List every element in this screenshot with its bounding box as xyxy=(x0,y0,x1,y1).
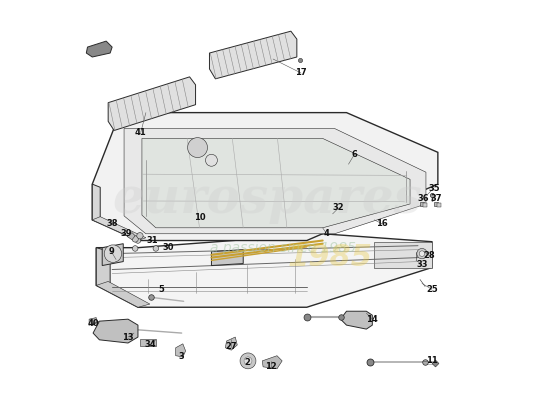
Text: 5: 5 xyxy=(159,285,165,294)
Circle shape xyxy=(104,245,122,262)
Polygon shape xyxy=(92,217,146,240)
Text: 40: 40 xyxy=(87,320,100,328)
Polygon shape xyxy=(92,184,100,223)
Text: 14: 14 xyxy=(366,315,378,324)
Polygon shape xyxy=(92,113,438,240)
Text: 13: 13 xyxy=(122,332,134,342)
Text: 39: 39 xyxy=(120,229,132,238)
Polygon shape xyxy=(142,138,410,228)
Polygon shape xyxy=(96,282,150,307)
Circle shape xyxy=(153,246,158,251)
Text: 32: 32 xyxy=(333,204,344,212)
Polygon shape xyxy=(124,128,426,234)
Circle shape xyxy=(188,138,207,158)
Polygon shape xyxy=(96,234,432,307)
Circle shape xyxy=(240,353,256,369)
Text: 33: 33 xyxy=(416,260,428,269)
Text: 28: 28 xyxy=(424,251,435,260)
Text: 25: 25 xyxy=(426,285,438,294)
Text: 11: 11 xyxy=(426,356,438,365)
Text: 38: 38 xyxy=(106,219,118,228)
Polygon shape xyxy=(102,244,123,266)
Circle shape xyxy=(419,251,425,256)
Text: 41: 41 xyxy=(135,128,147,137)
Text: eurospares: eurospares xyxy=(112,176,422,224)
Text: 10: 10 xyxy=(194,213,205,222)
Text: 4: 4 xyxy=(324,229,329,238)
Polygon shape xyxy=(210,31,297,79)
Text: 1985: 1985 xyxy=(288,243,373,272)
Text: a passion since 1985: a passion since 1985 xyxy=(210,241,356,255)
Polygon shape xyxy=(175,344,186,357)
Text: 34: 34 xyxy=(144,340,156,350)
Polygon shape xyxy=(262,356,282,369)
Text: 30: 30 xyxy=(162,243,173,252)
Polygon shape xyxy=(226,337,237,350)
Text: 17: 17 xyxy=(295,68,307,77)
Circle shape xyxy=(244,357,252,365)
Circle shape xyxy=(137,232,143,239)
Text: 35: 35 xyxy=(428,184,439,192)
Text: 27: 27 xyxy=(226,342,237,352)
Polygon shape xyxy=(93,319,138,343)
Polygon shape xyxy=(108,77,196,130)
Circle shape xyxy=(135,238,141,243)
Text: 6: 6 xyxy=(351,150,358,159)
Circle shape xyxy=(132,236,139,242)
Text: 12: 12 xyxy=(265,362,277,371)
Polygon shape xyxy=(96,248,110,289)
Circle shape xyxy=(206,154,217,166)
Polygon shape xyxy=(89,318,96,325)
Polygon shape xyxy=(127,232,135,240)
Circle shape xyxy=(133,246,138,251)
Text: 37: 37 xyxy=(430,194,442,202)
Text: 16: 16 xyxy=(376,219,388,228)
Text: 3: 3 xyxy=(179,352,185,362)
Bar xyxy=(140,339,156,346)
Polygon shape xyxy=(211,250,243,266)
Text: 31: 31 xyxy=(146,236,158,245)
Text: 2: 2 xyxy=(244,358,250,367)
Polygon shape xyxy=(86,41,112,57)
Circle shape xyxy=(417,248,427,259)
Polygon shape xyxy=(375,242,432,268)
Text: 9: 9 xyxy=(108,247,114,256)
Polygon shape xyxy=(340,311,372,329)
Text: 36: 36 xyxy=(417,194,429,202)
